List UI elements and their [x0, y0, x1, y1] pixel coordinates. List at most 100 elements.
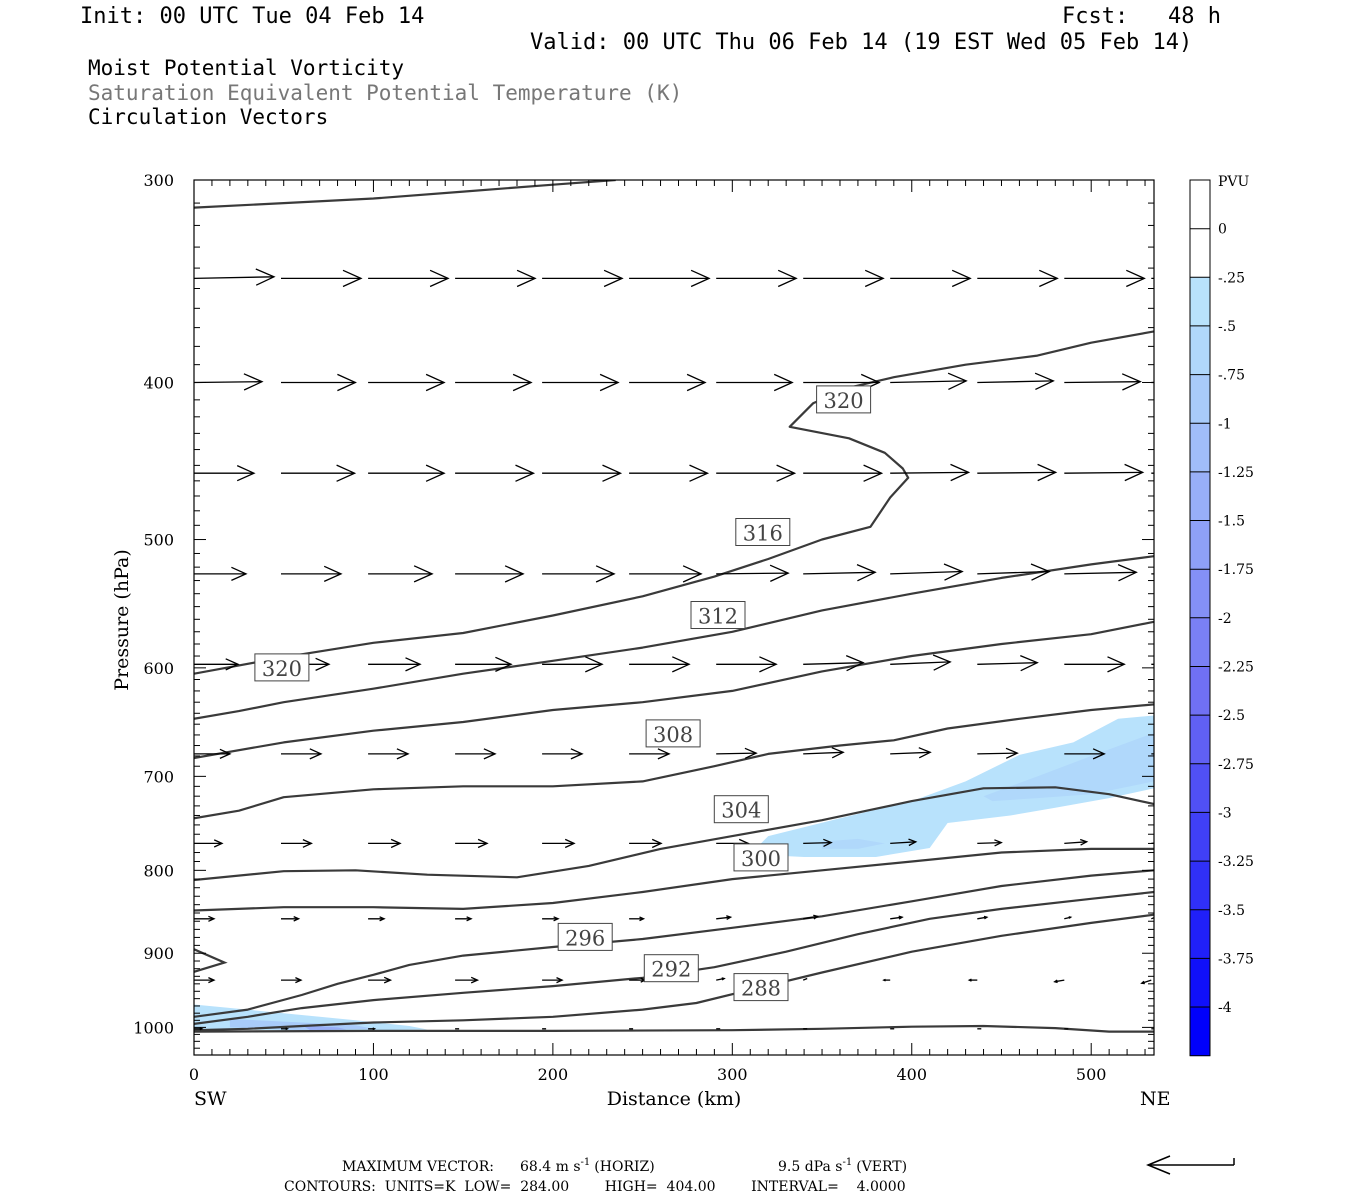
- colorbar-title: PVU: [1218, 174, 1250, 190]
- contour-label-296-box: [557, 922, 613, 951]
- vector-0-8: [890, 269, 972, 288]
- vector-head: [336, 464, 357, 482]
- vector-7-0: [194, 915, 216, 922]
- vector-1-10: [1064, 373, 1142, 391]
- colorbar-cell-3: [1190, 325, 1210, 375]
- vector-shaft: [977, 380, 1054, 384]
- colorbar-cell-14: [1190, 861, 1210, 911]
- vector-2-6: [716, 464, 797, 482]
- vector-0-5: [629, 269, 711, 288]
- contour-label-308-box: [645, 719, 701, 748]
- vector-head: [504, 565, 525, 583]
- vector-head: [983, 915, 989, 920]
- y-tick-label-400: 400: [143, 373, 174, 392]
- vector-head: [516, 269, 537, 288]
- vector-head: [342, 269, 363, 288]
- vector-1-2: [368, 373, 446, 392]
- vector-head: [429, 269, 450, 288]
- colorbar-label: -2.5: [1218, 708, 1245, 724]
- vector-5-7: [803, 747, 845, 759]
- field-moist-pv: Moist Potential Vorticity: [88, 56, 405, 80]
- colorbar-cell-0: [1190, 180, 1210, 230]
- vector-4-8: [890, 654, 952, 671]
- theta-es-contours: [194, 180, 1154, 1033]
- vector-shaft: [803, 571, 876, 575]
- axis-ticks: 0 100 200 300 400 500 300 400 500 600 700 800 900 100…: [133, 171, 1154, 1084]
- vector-head: [776, 464, 797, 482]
- vector-head: [823, 838, 833, 847]
- vector-head: [1039, 269, 1059, 288]
- vector-head: [918, 747, 932, 759]
- colorbar-cell-5: [1190, 423, 1210, 473]
- colorbar-label: -.75: [1218, 368, 1245, 384]
- vector-5-2: [368, 748, 410, 760]
- contour-label-316: 316: [743, 522, 783, 546]
- vector-head: [470, 976, 480, 984]
- colorbar-cell-13: [1190, 812, 1210, 862]
- colorbar-cell-9: [1190, 617, 1210, 667]
- vector-7-4: [542, 916, 560, 922]
- vector-4-9: [977, 655, 1039, 672]
- vector-0-6: [716, 269, 798, 288]
- vector-shaft: [1151, 573, 1154, 575]
- vector-5-9: [977, 747, 1019, 759]
- vector-shaft: [1151, 917, 1154, 920]
- vector-1-0: [194, 373, 264, 391]
- contour-label-288: 288: [741, 977, 781, 1001]
- vector-8-10: [1053, 979, 1065, 984]
- vector-3-0: [194, 566, 248, 581]
- vector-head: [1030, 563, 1051, 581]
- vector-2-3: [455, 464, 536, 482]
- vector-shaft: [802, 977, 808, 981]
- contour-info: CONTOURS: UNITS=K LOW= 284.00 HIGH= 404.…: [284, 1179, 906, 1195]
- colorbar-label: -.25: [1218, 270, 1245, 286]
- theta-contour-300: [194, 847, 1154, 912]
- vector-head: [950, 463, 971, 482]
- vector-4-10: [1064, 656, 1126, 673]
- vector-3-4: [542, 565, 616, 583]
- contour-label-312-box: [690, 601, 746, 629]
- colorbar-label: -3.25: [1218, 854, 1254, 870]
- vector-head: [769, 564, 790, 582]
- vector-shaft: [194, 276, 275, 280]
- vector-head: [556, 977, 564, 984]
- contour-label-300-box: [733, 843, 789, 872]
- vector-3-6: [716, 564, 790, 582]
- vector-head: [1124, 463, 1145, 482]
- colorbar-label: -1.75: [1218, 562, 1254, 578]
- vector-head: [864, 269, 885, 288]
- colorbar-label: -3.75: [1218, 951, 1254, 967]
- vector-head: [553, 916, 560, 922]
- reference-vector: [1146, 1155, 1235, 1175]
- theta-contour-316: [194, 555, 1154, 720]
- vector-shaft: [890, 570, 963, 575]
- vector-head: [1092, 748, 1106, 760]
- vector-0-10: [1064, 269, 1146, 288]
- x-tick-label-0: 0: [189, 1065, 199, 1084]
- vector-head: [898, 915, 904, 920]
- vector-head: [570, 748, 584, 760]
- colorbar-label: -2.25: [1218, 660, 1254, 676]
- vector-head: [199, 1027, 204, 1031]
- vector-head: [495, 656, 513, 672]
- colorbar-label: -2.75: [1218, 757, 1254, 773]
- vector-head: [777, 269, 798, 288]
- vector-head: [651, 838, 663, 849]
- colorbar-cell-17: [1190, 1007, 1210, 1057]
- vector-0-4: [542, 269, 624, 288]
- x-end-label-right: NE: [1140, 1088, 1171, 1110]
- vector-head: [994, 839, 1003, 847]
- vector-6-10: [1064, 838, 1089, 846]
- vector-head: [1034, 372, 1055, 390]
- vector-head: [686, 373, 707, 392]
- vector-head: [293, 916, 301, 922]
- vector-head: [236, 465, 256, 482]
- vector-head: [721, 977, 726, 981]
- vector-head: [255, 268, 276, 286]
- vector-head: [882, 978, 886, 982]
- vector-head: [477, 838, 489, 849]
- field-theta-es: Saturation Equivalent Potential Temperat…: [88, 81, 683, 105]
- vector-head: [689, 464, 710, 482]
- vector-7-7: [803, 914, 820, 920]
- vector-head: [213, 839, 224, 848]
